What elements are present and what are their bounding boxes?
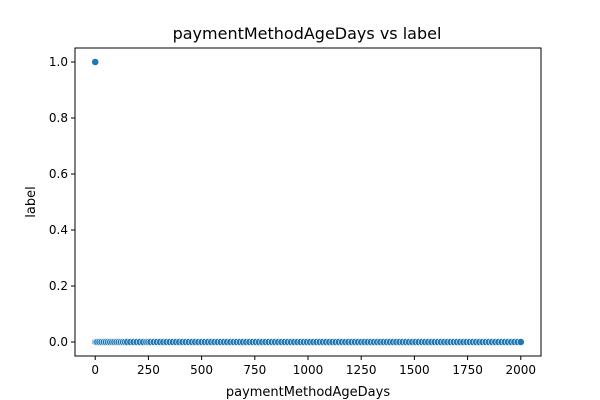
y-axis-label: label (24, 186, 39, 217)
chart-title: paymentMethodAgeDays vs label (173, 24, 442, 43)
data-points (91, 58, 525, 346)
x-axis: 0 250 500 750 1000 1250 1500 1750 2000 (91, 356, 536, 377)
y-tick-label: 1.0 (49, 55, 68, 69)
y-tick-label: 0.6 (49, 167, 68, 181)
y-tick-label: 0.0 (49, 335, 68, 349)
x-axis-label: paymentMethodAgeDays (226, 385, 390, 400)
x-tick-label: 2000 (506, 363, 537, 377)
x-tick-label: 1000 (293, 363, 324, 377)
y-tick-label: 0.8 (49, 111, 68, 125)
x-tick-label: 750 (243, 363, 266, 377)
x-tick-label: 1750 (452, 363, 483, 377)
x-tick-label: 250 (137, 363, 160, 377)
x-tick-label: 1500 (399, 363, 430, 377)
data-point (516, 338, 525, 346)
y-axis: 0.0 0.2 0.4 0.6 0.8 1.0 (49, 55, 75, 349)
y-tick-label: 0.2 (49, 279, 68, 293)
x-tick-label: 0 (91, 363, 99, 377)
x-tick-label: 500 (190, 363, 213, 377)
x-tick-label: 1250 (346, 363, 377, 377)
y-tick-label: 0.4 (49, 223, 68, 237)
plot-frame (74, 47, 542, 357)
data-point (91, 58, 100, 66)
